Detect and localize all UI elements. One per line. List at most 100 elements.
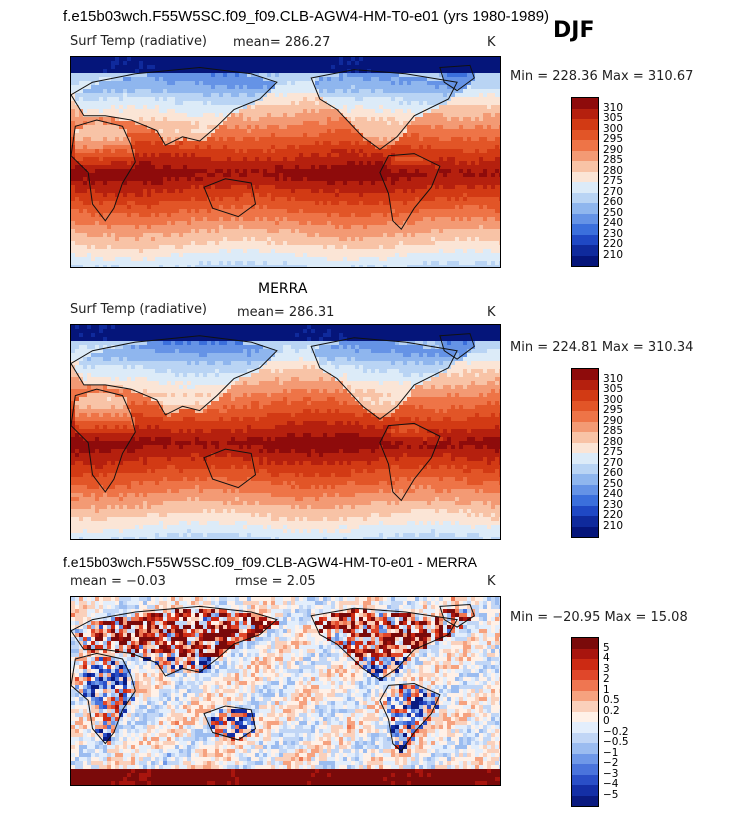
- colorbar-tick-label: −0.5: [603, 736, 629, 748]
- colorbar-tick-label: 4: [603, 652, 610, 664]
- colorbar-swatch: [572, 774, 598, 785]
- colorbar-swatch: [572, 245, 598, 256]
- colorbar-swatch: [572, 732, 598, 743]
- colorbar-swatch: [572, 795, 598, 806]
- colorbar-tick-label: 270: [603, 456, 624, 469]
- panel3-map: [70, 596, 501, 786]
- panel2-title: MERRA: [258, 281, 308, 297]
- panel1-colorbar: [571, 97, 599, 267]
- colorbar-tick-label: 2: [603, 673, 610, 685]
- panel1-map: [70, 56, 501, 268]
- colorbar-tick-label: 275: [603, 175, 624, 187]
- colorbar-tick-label: 285: [603, 425, 624, 437]
- colorbar-swatch: [572, 224, 598, 235]
- coastline: [71, 66, 278, 146]
- panel3-rmse-label: rmse = 2.05: [235, 574, 316, 589]
- coastline: [379, 682, 441, 752]
- colorbar-tick-label: 285: [603, 154, 624, 166]
- colorbar-tick-label: 305: [603, 112, 624, 124]
- colorbar-swatch: [572, 213, 598, 224]
- coastline: [203, 448, 257, 489]
- colorbar-swatch: [572, 411, 598, 422]
- colorbar-swatch: [572, 255, 598, 266]
- colorbar-swatch: [572, 463, 598, 474]
- top-panel-title: f.e15b03wch.F55W5SC.f09_f09.CLB-AGW4-HM-…: [63, 8, 550, 25]
- panel1-mean-label: mean= 286.27: [233, 35, 331, 50]
- colorbar-tick-label: 305: [603, 383, 624, 395]
- coastline: [71, 388, 136, 493]
- coastline: [203, 705, 257, 741]
- colorbar-swatch: [572, 379, 598, 390]
- colorbar-swatch: [572, 785, 598, 796]
- panel3-range-label: Min = −20.95 Max = 15.08: [510, 610, 688, 625]
- colorbar-tick-label: 290: [603, 414, 624, 427]
- colorbar-swatch: [572, 369, 598, 380]
- colorbar-swatch: [572, 638, 598, 649]
- colorbar-tick-label: 220: [603, 509, 624, 521]
- colorbar-swatch: [572, 526, 598, 537]
- colorbar-swatch: [572, 442, 598, 453]
- colorbar-swatch: [572, 400, 598, 411]
- colorbar-tick-label: 260: [603, 196, 624, 208]
- colorbar-tick-label: −5: [603, 788, 619, 801]
- panel3-mean-label: mean = −0.03: [70, 574, 166, 589]
- panel1-variable-label: Surf Temp (radiative): [70, 34, 208, 49]
- colorbar-swatch: [572, 234, 598, 245]
- colorbar-swatch: [572, 711, 598, 722]
- colorbar-tick-label: 310: [603, 101, 624, 114]
- colorbar-tick-label: −2: [603, 757, 619, 769]
- colorbar-swatch: [572, 690, 598, 701]
- colorbar-swatch: [572, 203, 598, 214]
- colorbar-tick-label: 280: [603, 435, 624, 448]
- colorbar-swatch: [572, 432, 598, 443]
- panel3-map-field: [71, 597, 500, 785]
- panel2-map: [70, 324, 501, 540]
- colorbar-tick-label: 240: [603, 217, 624, 229]
- coastline: [71, 652, 136, 745]
- colorbar-tick-label: 250: [603, 206, 624, 219]
- colorbar-tick-label: 0.5: [603, 694, 620, 706]
- season-label: DJF: [553, 18, 595, 43]
- coastline: [439, 333, 475, 360]
- panel2-variable-label: Surf Temp (radiative): [70, 302, 208, 317]
- colorbar-swatch: [572, 659, 598, 670]
- colorbar-tick-label: 1: [603, 683, 610, 696]
- colorbar-swatch: [572, 669, 598, 680]
- colorbar-tick-label: 210: [603, 519, 624, 532]
- coastline: [379, 422, 441, 502]
- colorbar-tick-label: 280: [603, 164, 624, 177]
- colorbar-swatch: [572, 516, 598, 527]
- colorbar-tick-label: 220: [603, 238, 624, 250]
- panel2-map-field: [71, 325, 500, 539]
- colorbar-tick-label: −1: [603, 746, 619, 759]
- colorbar-swatch: [572, 161, 598, 172]
- colorbar-swatch: [572, 453, 598, 464]
- colorbar-swatch: [572, 474, 598, 485]
- colorbar-swatch: [572, 171, 598, 182]
- colorbar-tick-label: 210: [603, 248, 624, 261]
- colorbar-tick-label: 250: [603, 477, 624, 490]
- coastline: [439, 603, 475, 628]
- colorbar-swatch: [572, 484, 598, 495]
- panel2-range-label: Min = 224.81 Max = 310.34: [510, 340, 694, 355]
- colorbar-tick-label: 310: [603, 372, 624, 385]
- colorbar-tick-label: 260: [603, 467, 624, 479]
- coastline: [203, 178, 257, 218]
- colorbar-swatch: [572, 505, 598, 516]
- colorbar-tick-label: 3: [603, 662, 610, 675]
- panel2-mean-label: mean= 286.31: [237, 305, 335, 320]
- panel1-range-label: Min = 228.36 Max = 310.67: [510, 69, 694, 84]
- colorbar-swatch: [572, 722, 598, 733]
- colorbar-tick-label: 230: [603, 498, 624, 511]
- panel1-map-field: [71, 57, 500, 267]
- coastline: [439, 64, 475, 92]
- panel3-colorbar: [571, 637, 599, 807]
- colorbar-tick-label: −0.2: [603, 725, 629, 738]
- panel2-units-label: K: [487, 305, 496, 320]
- coastline: [310, 337, 458, 420]
- colorbar-tick-label: −3: [603, 767, 619, 780]
- colorbar-tick-label: 240: [603, 488, 624, 500]
- colorbar-swatch: [572, 648, 598, 659]
- colorbar-swatch: [572, 119, 598, 130]
- colorbar-swatch: [572, 140, 598, 151]
